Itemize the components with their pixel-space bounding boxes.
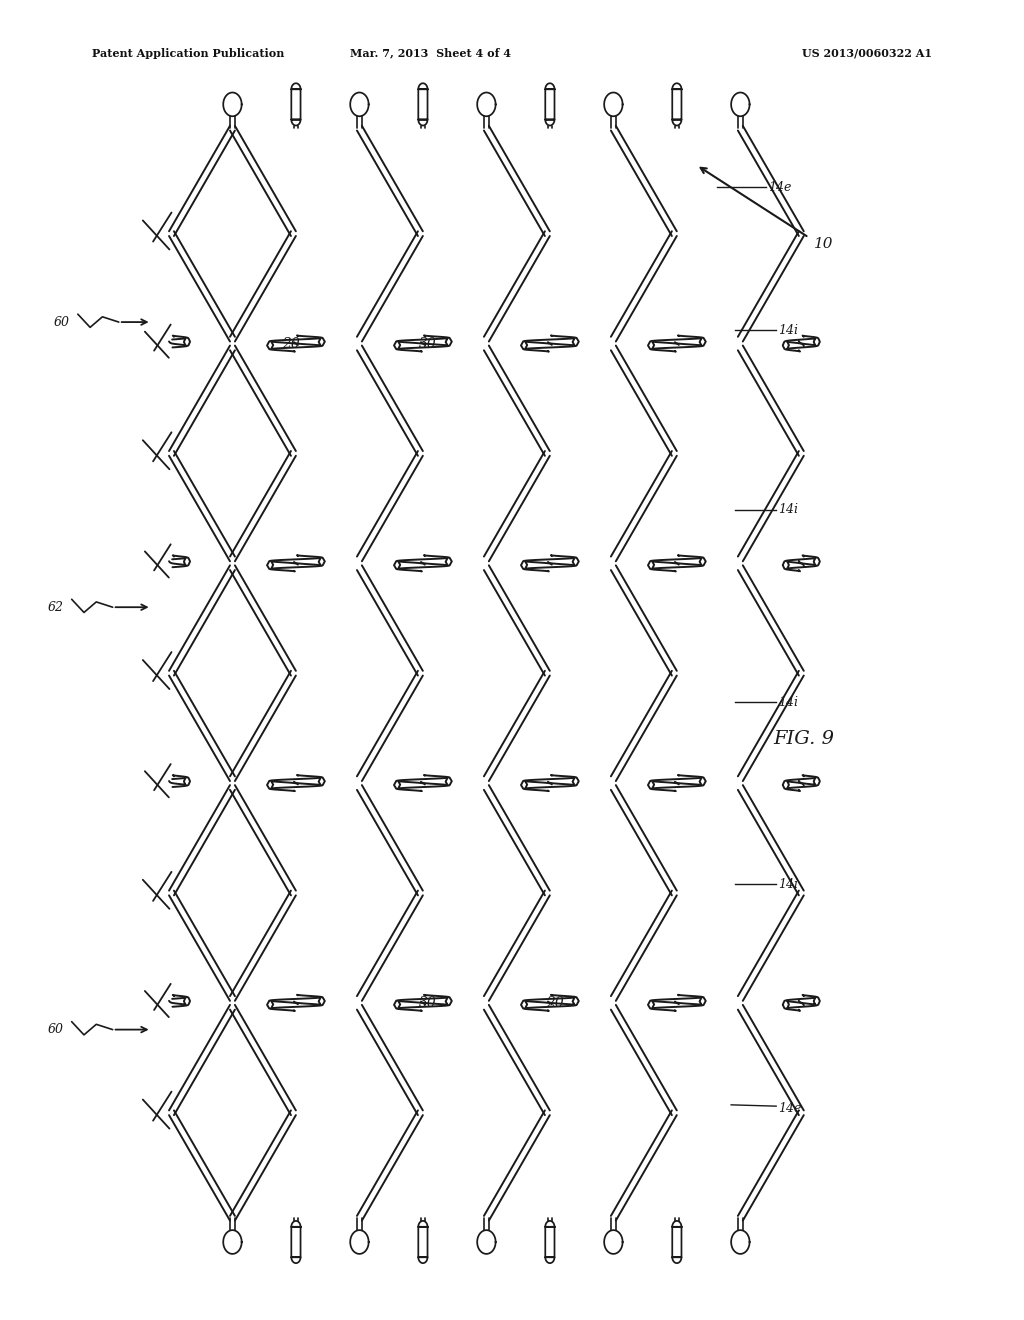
Text: 30: 30 — [419, 337, 437, 351]
Text: 30: 30 — [419, 995, 437, 1010]
Text: 60: 60 — [47, 1023, 63, 1036]
Text: 14i: 14i — [778, 503, 799, 516]
Text: US 2013/0060322 A1: US 2013/0060322 A1 — [802, 48, 932, 58]
Text: 14i: 14i — [778, 323, 799, 337]
Text: 20: 20 — [282, 337, 300, 351]
Text: 14e: 14e — [778, 1102, 802, 1115]
Text: 14i: 14i — [778, 696, 799, 709]
Text: 10: 10 — [814, 238, 834, 251]
Text: 14e: 14e — [768, 181, 792, 194]
Text: 20: 20 — [546, 995, 564, 1010]
Text: 60: 60 — [53, 315, 70, 329]
Text: Mar. 7, 2013  Sheet 4 of 4: Mar. 7, 2013 Sheet 4 of 4 — [349, 48, 511, 58]
Text: FIG. 9: FIG. 9 — [773, 730, 835, 748]
Text: 62: 62 — [47, 601, 63, 614]
Text: 14i: 14i — [778, 878, 799, 891]
Text: Patent Application Publication: Patent Application Publication — [92, 48, 285, 58]
